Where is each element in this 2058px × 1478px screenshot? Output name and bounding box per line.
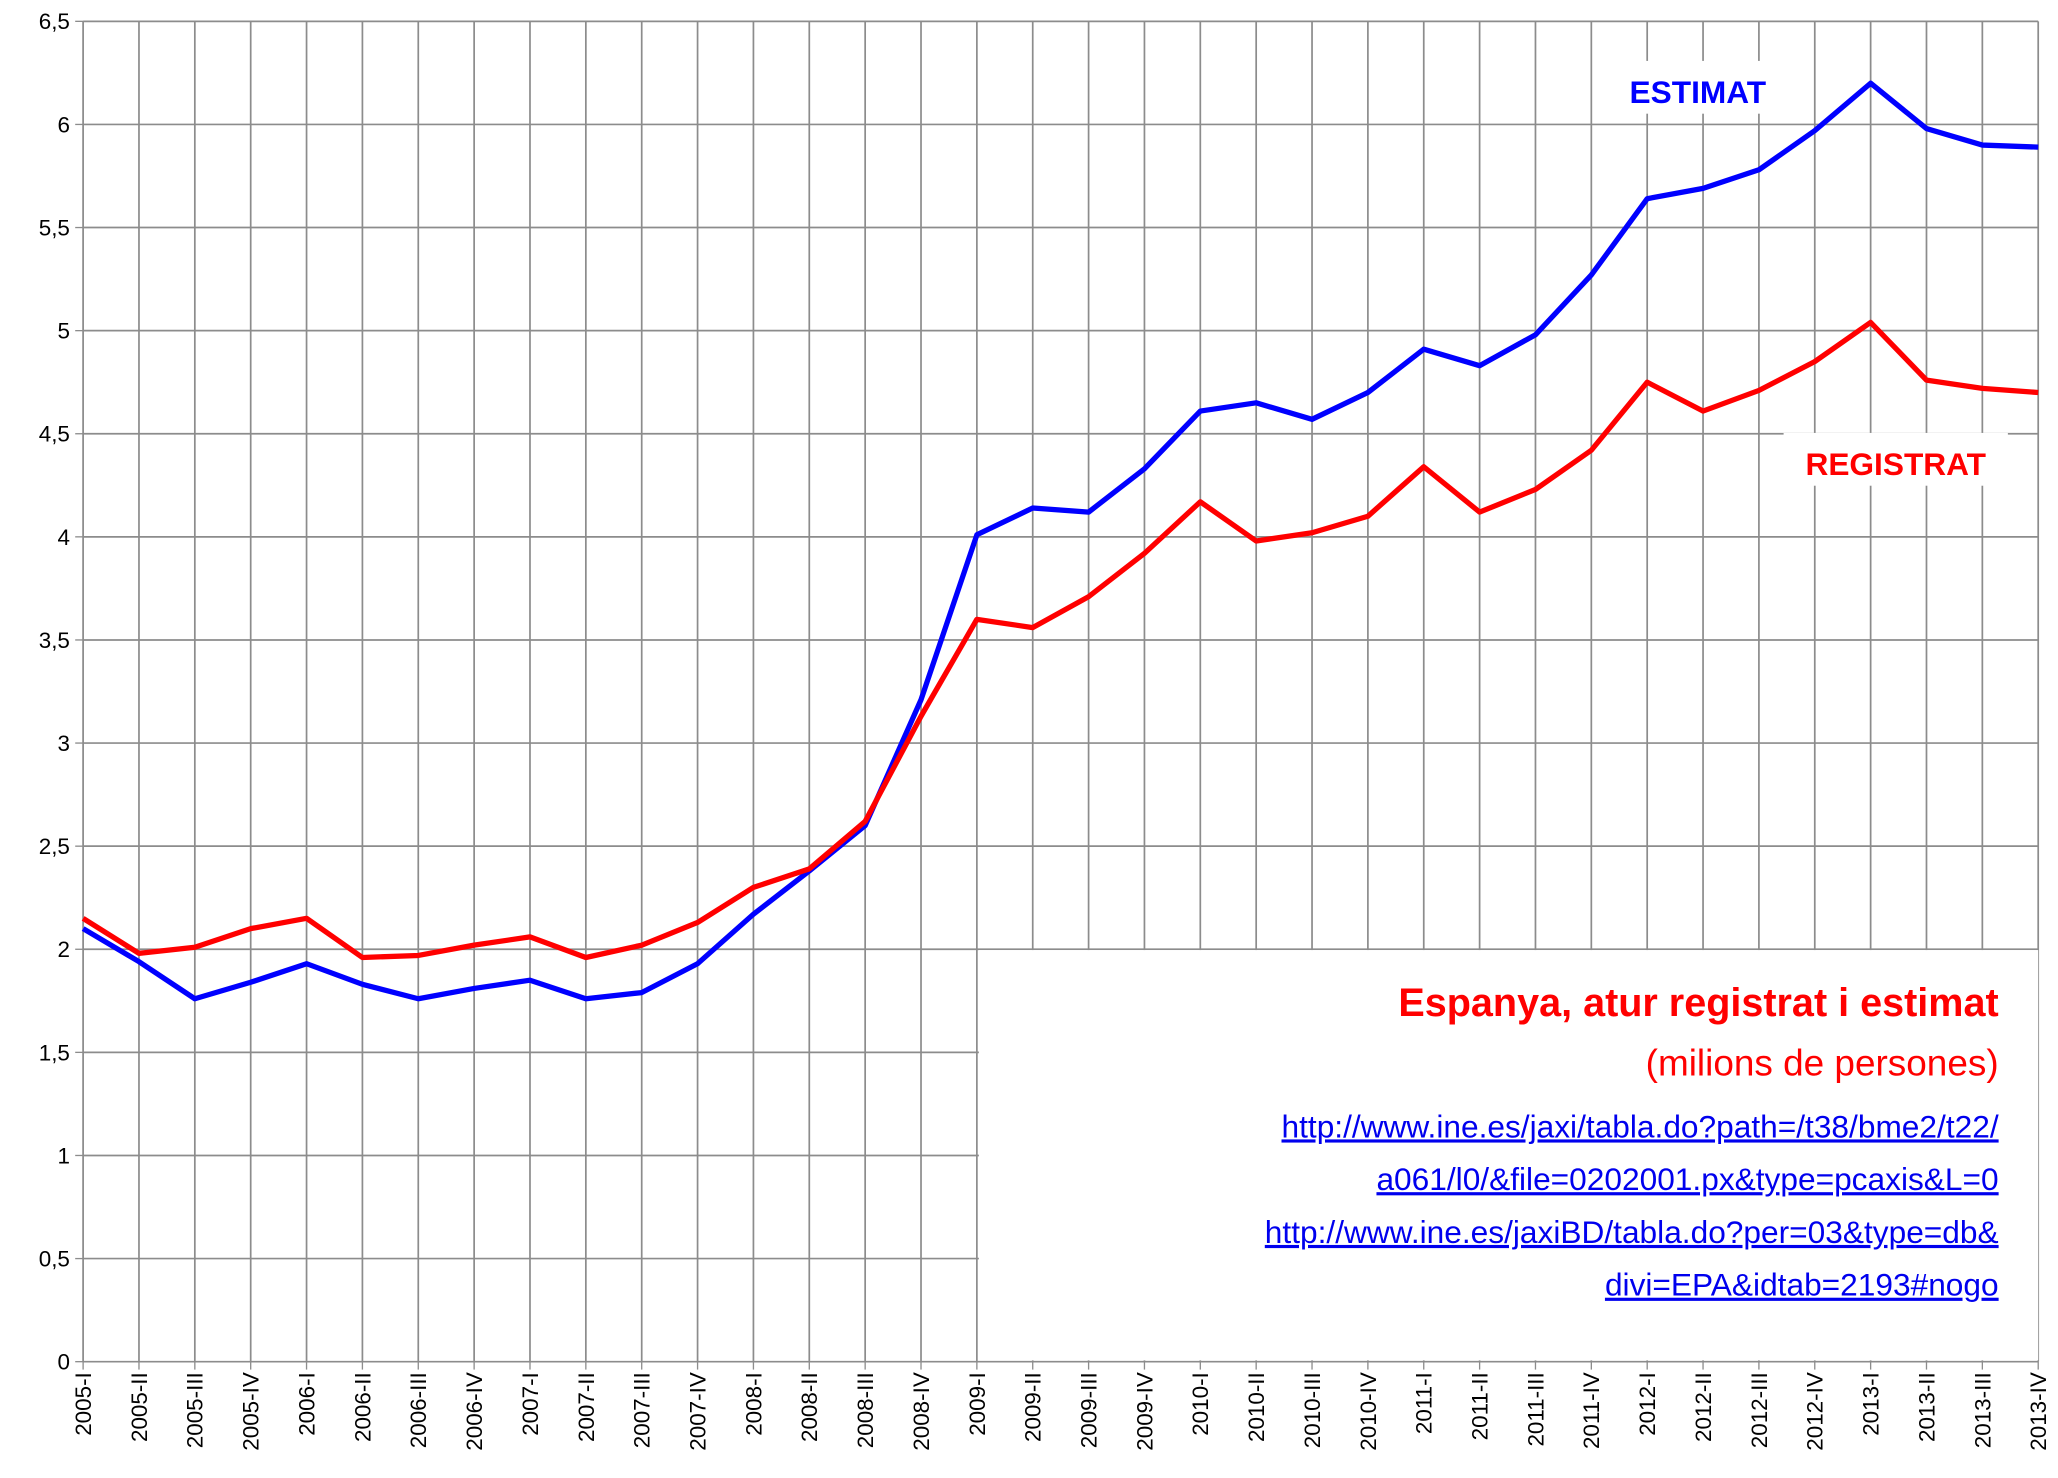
x-tick-label: 2008-I xyxy=(741,1372,766,1436)
x-tick-label: 2008-IV xyxy=(909,1372,934,1451)
x-tick-label: 2011-II xyxy=(1468,1372,1493,1440)
x-tick-label: 2005-IV xyxy=(239,1372,264,1451)
x-tick-label: 2005-III xyxy=(183,1372,208,1448)
x-tick-label: 2013-IV xyxy=(2026,1372,2051,1451)
x-tick-label: 2013-II xyxy=(1914,1372,1939,1442)
x-tick-label: 2005-II xyxy=(127,1372,152,1442)
x-tick-label: 2006-I xyxy=(294,1372,319,1436)
y-tick-label: 1,5 xyxy=(39,1040,70,1065)
x-tick-label: 2011-I xyxy=(1412,1372,1437,1434)
x-tick-label: 2007-I xyxy=(518,1372,543,1436)
x-tick-label: 2009-II xyxy=(1021,1372,1046,1442)
y-tick-label: 0 xyxy=(57,1350,69,1375)
series-line xyxy=(81,319,2039,961)
x-tick-label: 2006-IV xyxy=(462,1372,487,1451)
x-tick-label: 2011-IV xyxy=(1579,1372,1604,1449)
x-tick-label: 2006-II xyxy=(350,1372,375,1442)
x-tick-label: 2010-II xyxy=(1244,1372,1269,1442)
y-tick-label: 5,5 xyxy=(39,215,70,240)
x-tick-label: 2012-III xyxy=(1747,1372,1772,1448)
y-tick-label: 3,5 xyxy=(39,628,70,653)
x-tick-label: 2010-I xyxy=(1188,1372,1213,1436)
source-link[interactable]: a061/l0/&file=0202001.px&type=pcaxis&L=0 xyxy=(1376,1161,1998,1197)
x-tick-label: 2006-III xyxy=(406,1372,431,1448)
y-tick-label: 4 xyxy=(57,525,69,550)
x-tick-label: 2007-III xyxy=(630,1372,655,1448)
x-tick-label: 2013-I xyxy=(1859,1372,1884,1436)
x-tick-label: 2009-IV xyxy=(1132,1372,1157,1451)
series-line xyxy=(81,80,2039,1002)
x-tick-label: 2005-I xyxy=(71,1372,96,1436)
x-tick-label: 2012-II xyxy=(1691,1372,1716,1442)
x-tick-label: 2008-III xyxy=(853,1372,878,1448)
y-tick-label: 1 xyxy=(57,1143,69,1168)
x-tick-label: 2010-IV xyxy=(1356,1372,1381,1451)
x-tick-label: 2010-III xyxy=(1300,1372,1325,1448)
chart-title: Espanya, atur registrat i estimat xyxy=(1398,981,1998,1025)
x-tick-label: 2011-III xyxy=(1523,1372,1548,1446)
series-label: REGISTRAT xyxy=(1805,446,1986,482)
x-tick-label: 2012-I xyxy=(1635,1372,1660,1436)
y-tick-label: 2,5 xyxy=(39,834,70,859)
series-label-bg xyxy=(1783,432,2008,486)
x-tick-label: 2008-II xyxy=(797,1372,822,1442)
x-tick-label: 2007-II xyxy=(574,1372,599,1442)
y-tick-label: 6 xyxy=(57,112,69,137)
x-tick-label: 2009-I xyxy=(965,1372,990,1436)
y-tick-label: 3 xyxy=(57,731,69,756)
series-label: ESTIMAT xyxy=(1630,74,1767,110)
y-tick-label: 6,5 xyxy=(39,9,70,34)
source-link[interactable]: divi=EPA&idtab=2193#nogo xyxy=(1605,1267,1999,1303)
series-label-bg xyxy=(1608,60,1788,114)
x-tick-label: 2007-IV xyxy=(685,1372,710,1451)
x-tick-label: 2013-III xyxy=(1970,1372,1995,1448)
source-link[interactable]: http://www.ine.es/jaxi/tabla.do?path=/t3… xyxy=(1282,1108,1999,1144)
x-tick-label: 2009-III xyxy=(1077,1372,1102,1448)
marks xyxy=(81,80,2039,1002)
y-tick-label: 2 xyxy=(57,937,69,962)
y-tick-label: 0,5 xyxy=(39,1246,70,1271)
source-link[interactable]: http://www.ine.es/jaxiBD/tabla.do?per=03… xyxy=(1265,1214,1999,1250)
info-box xyxy=(978,950,2039,1361)
chart-subtitle: (milions de persones) xyxy=(1646,1042,1999,1083)
x-tick-label: 2012-IV xyxy=(1803,1372,1828,1451)
y-tick-label: 4,5 xyxy=(39,422,70,447)
y-tick-label: 5 xyxy=(57,319,69,344)
